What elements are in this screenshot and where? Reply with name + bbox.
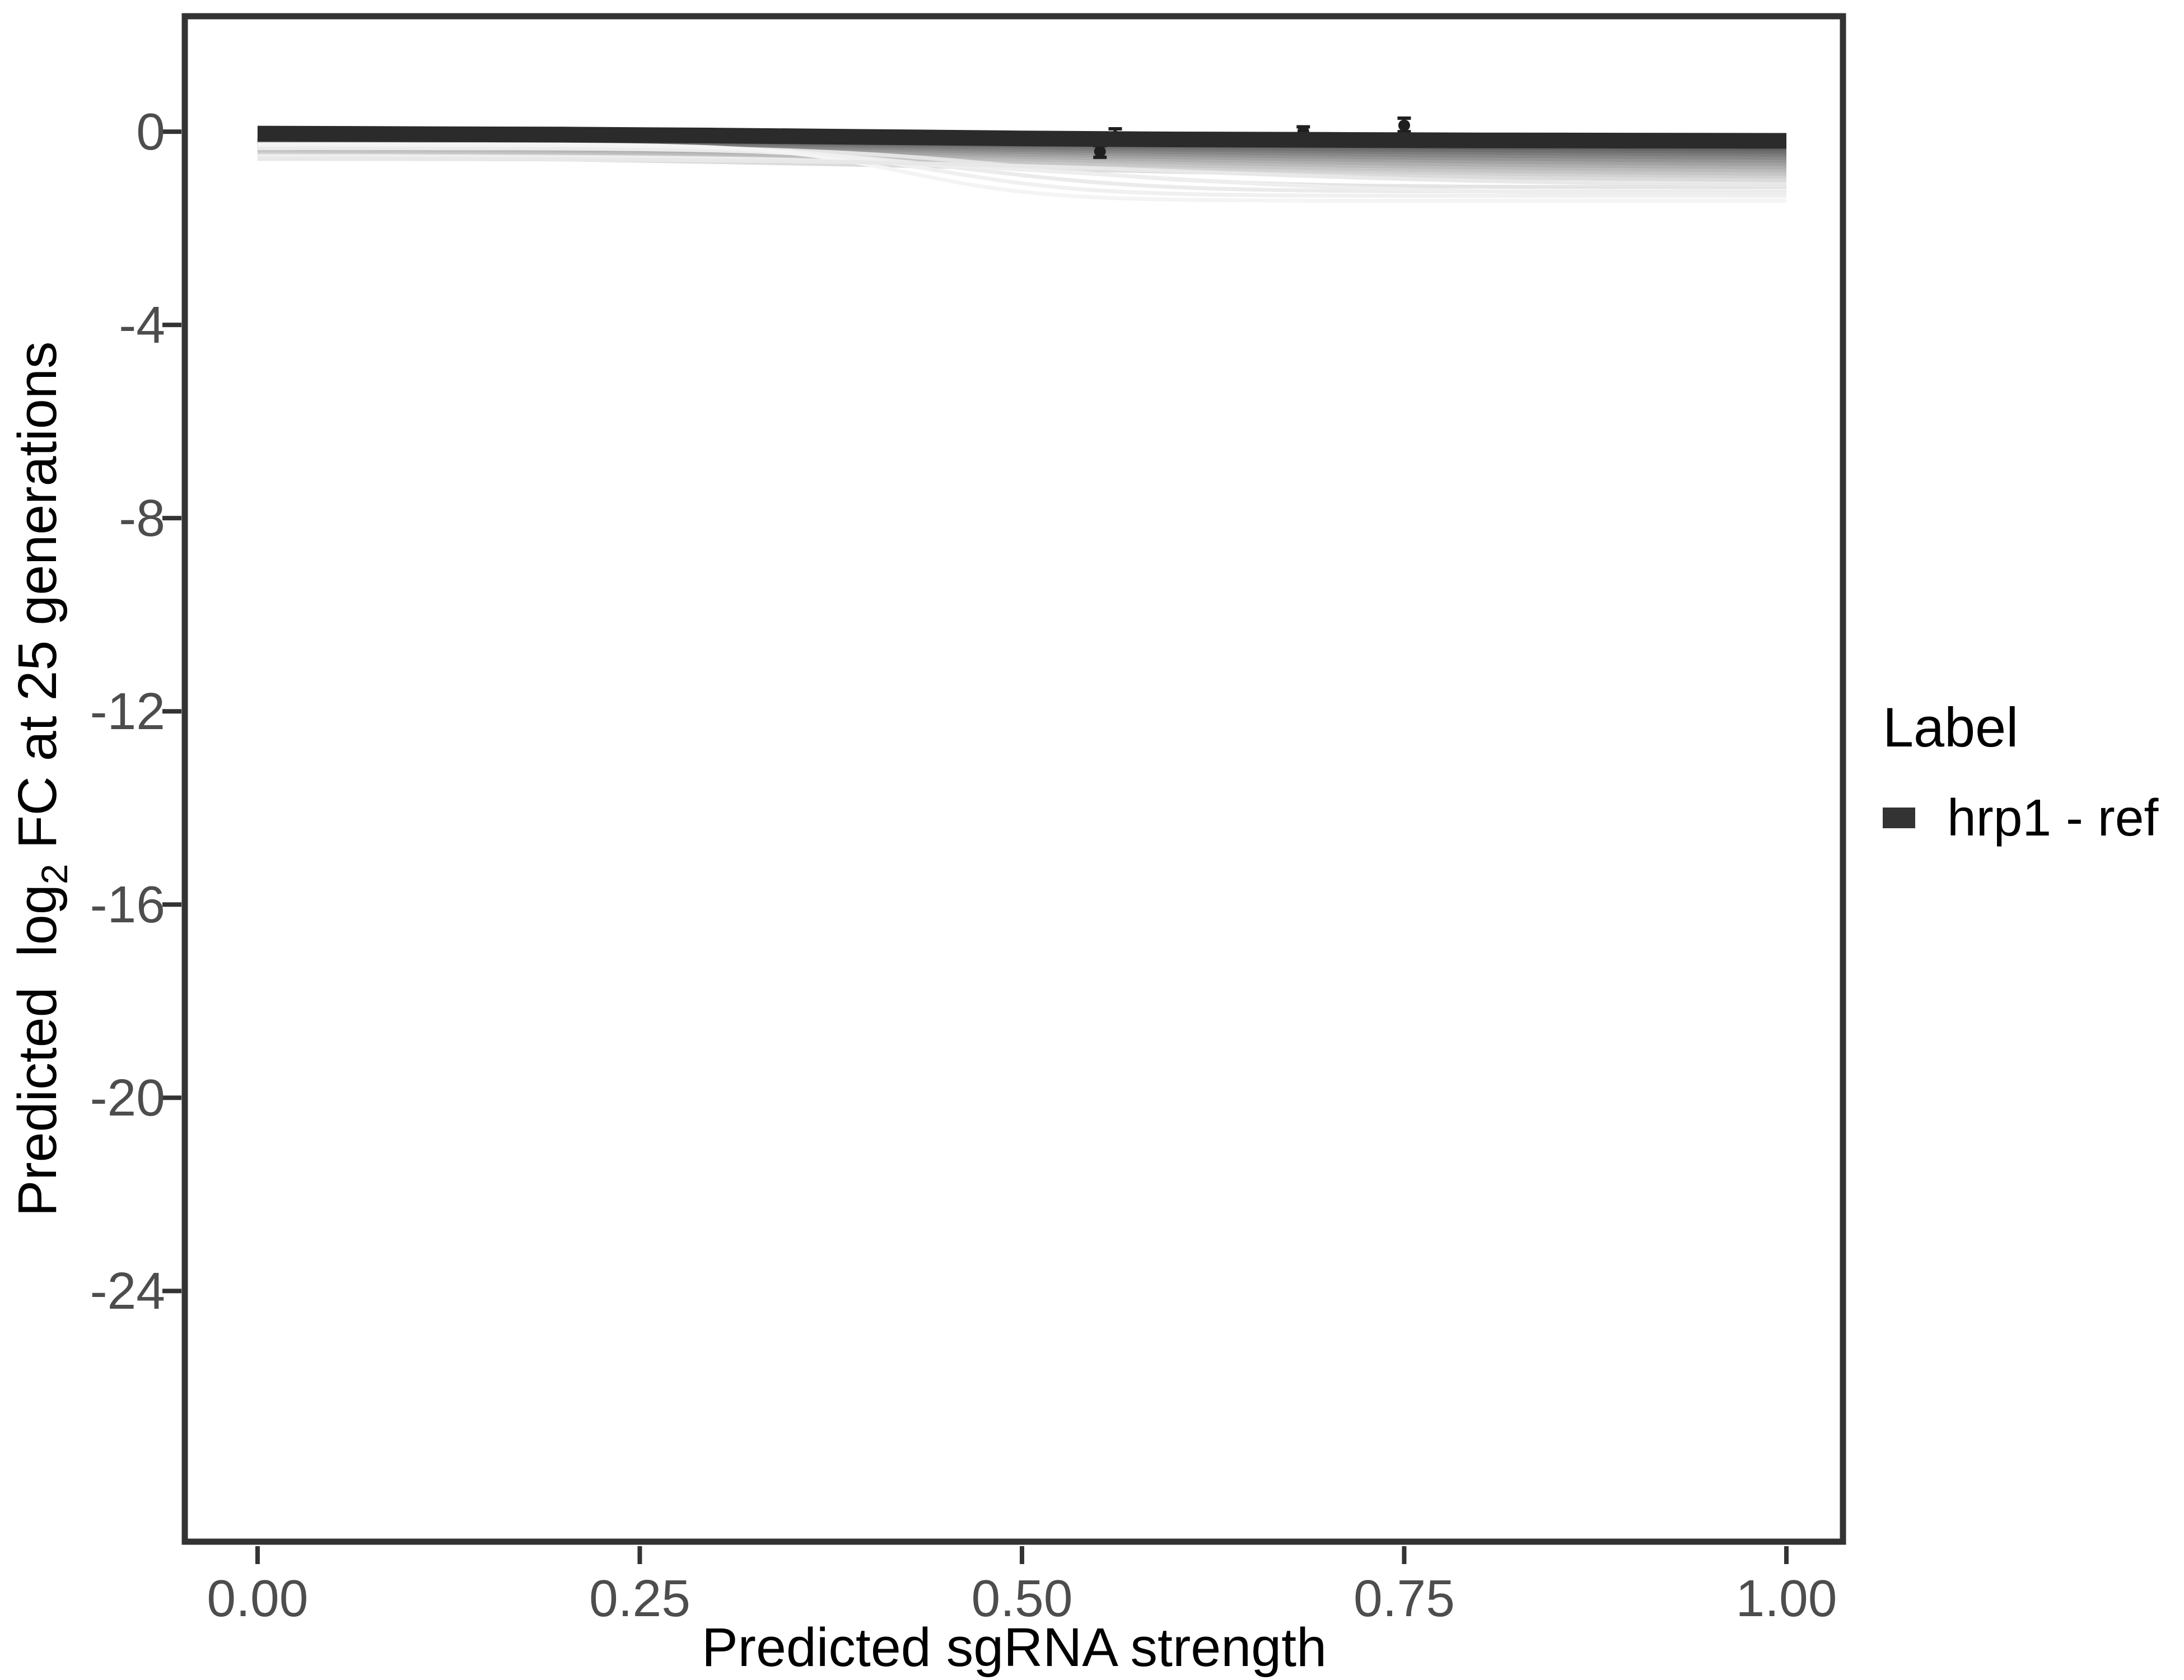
legend: Label hrp1 - ref xyxy=(1883,696,2158,849)
x-axis-title: Predicted sgRNA strength xyxy=(701,1617,1327,1678)
y-tick-label: -8 xyxy=(119,489,165,548)
y-axis-title-prefix: Predicted log xyxy=(6,884,68,1217)
x-tick-label: 0.00 xyxy=(207,1569,309,1627)
y-tick-label: -24 xyxy=(90,1262,165,1320)
y-tick-label: -12 xyxy=(90,682,165,741)
legend-item: hrp1 - ref xyxy=(1883,786,2158,849)
y-tick-label: -4 xyxy=(119,296,165,354)
legend-key-swatch xyxy=(1883,807,1915,828)
y-axis-title-subscript: 2 xyxy=(34,864,76,885)
y-tick-label: -20 xyxy=(90,1068,165,1127)
x-tick-label: 0.75 xyxy=(1353,1569,1455,1627)
y-tick-label: -16 xyxy=(90,875,165,934)
x-tick-label: 0.50 xyxy=(971,1569,1073,1627)
y-axis-title-suffix: FC at 25 generations xyxy=(6,341,68,864)
legend-item-label: hrp1 - ref xyxy=(1947,788,2159,847)
x-tick-label: 1.00 xyxy=(1735,1569,1837,1627)
y-tick-label: 0 xyxy=(136,102,165,161)
y-axis-title: Predicted log2 FC at 25 generations xyxy=(6,342,76,1217)
legend-title: Label xyxy=(1883,696,2019,758)
x-tick-label: 0.25 xyxy=(589,1569,690,1627)
